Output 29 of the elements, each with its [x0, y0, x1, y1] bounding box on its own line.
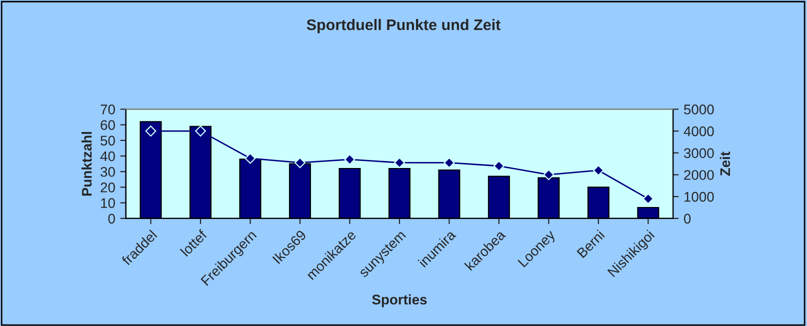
y-tick-label: 30: [100, 166, 115, 177]
point: [195, 126, 206, 137]
point: [244, 152, 256, 164]
y-tick-label: 10: [101, 198, 115, 208]
y-tick-label: 20: [100, 182, 115, 192]
y2-tick-label: 4000: [684, 126, 714, 136]
y-tick-label: 40: [100, 151, 115, 162]
y-axis-title: Punktzahl: [82, 132, 92, 196]
point: [145, 126, 156, 137]
point: [394, 157, 405, 168]
point: [592, 164, 604, 176]
point: [543, 169, 554, 180]
y-tick-label: 70: [100, 104, 115, 114]
point: [493, 160, 504, 172]
point: [344, 154, 356, 165]
x-axis-title: Sporties: [372, 294, 427, 308]
y2-tick-label: 3000: [684, 148, 714, 158]
y2-tick-label: 2000: [684, 170, 714, 180]
y2-tick-label: 1000: [684, 192, 714, 202]
y2-tick-label: 5000: [684, 104, 714, 114]
y2-tick-label: 0: [684, 214, 691, 224]
point: [444, 157, 455, 168]
y-tick-label: 0: [108, 214, 115, 224]
y-tick-label: 50: [100, 136, 115, 146]
chart-title: Sportduell Punkte und Zeit: [306, 18, 501, 34]
point: [642, 193, 654, 204]
y-tick-label: 60: [100, 120, 115, 130]
point: [294, 157, 306, 168]
y2-axis-title: Zeit: [720, 152, 730, 176]
